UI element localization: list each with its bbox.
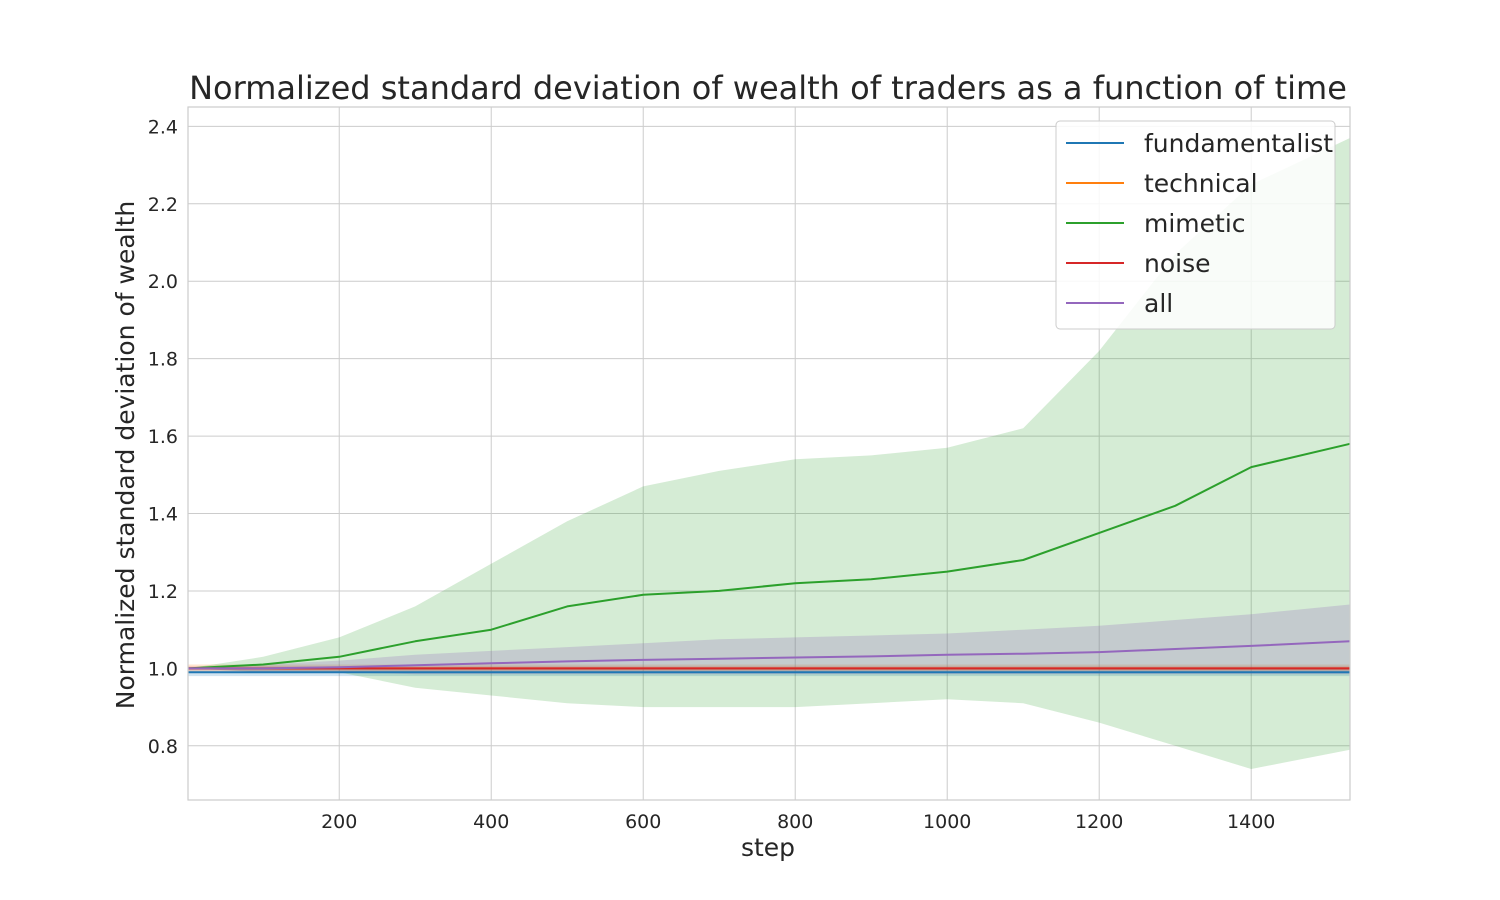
series-lines (187, 442, 1351, 674)
y-tick-label: 2.2 (148, 194, 178, 216)
y-tick-labels: 0.8 1.0 1.2 1.4 1.6 1.8 2.0 2.2 2.4 (148, 116, 178, 757)
x-axis-label: step (741, 833, 795, 862)
x-tick-labels: 200 400 600 800 1000 1200 1400 (321, 811, 1275, 833)
y-tick-label: 1.0 (148, 658, 178, 680)
x-tick-label: 1400 (1227, 811, 1275, 833)
legend-box (1055, 120, 1336, 330)
legend-label-technical: technical (1144, 169, 1258, 198)
legend-label-mimetic: mimetic (1144, 209, 1246, 238)
legend-label-noise: noise (1144, 249, 1211, 278)
y-tick-label: 1.6 (148, 426, 178, 448)
plot-frame (187, 106, 1351, 801)
x-tick-label: 400 (473, 811, 509, 833)
x-tick-label: 1200 (1075, 811, 1123, 833)
series-line-mimetic (187, 442, 1351, 670)
legend-label-all: all (1144, 289, 1173, 318)
band-all (188, 604, 1350, 675)
y-tick-label: 1.8 (148, 349, 178, 371)
y-tick-label: 1.4 (148, 504, 178, 526)
y-tick-label: 1.2 (148, 581, 178, 603)
chart-title: Normalized standard deviation of wealth … (189, 69, 1347, 107)
x-tick-label: 800 (777, 811, 813, 833)
legend-label-fundamentalist: fundamentalist (1144, 129, 1333, 158)
y-tick-label: 2.4 (148, 116, 178, 138)
x-tick-label: 600 (625, 811, 661, 833)
band-mimetic (188, 138, 1350, 769)
y-tick-label: 0.8 (148, 736, 178, 758)
y-axis-label: Normalized standard deviation of wealth (111, 201, 140, 709)
x-tick-label: 200 (321, 811, 357, 833)
legend: fundamentalist technical mimetic noise all (1055, 120, 1336, 330)
x-tick-label: 1000 (923, 811, 971, 833)
y-tick-label: 2.0 (148, 271, 178, 293)
series-line-all (188, 640, 1351, 670)
